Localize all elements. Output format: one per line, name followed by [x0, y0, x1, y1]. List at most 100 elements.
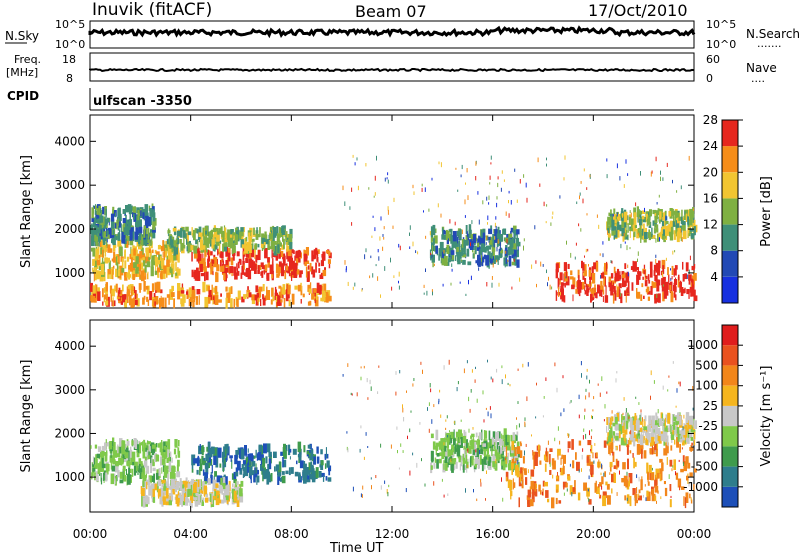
- power-cell: [220, 293, 222, 297]
- power-speckle: [461, 164, 463, 170]
- power-speckle: [552, 211, 554, 215]
- velocity-cell: [446, 433, 450, 443]
- velocity-cell: [158, 468, 161, 477]
- velocity-cell: [607, 432, 610, 439]
- power-colorbar-label: 24: [703, 139, 718, 153]
- velocity-cell: [532, 490, 536, 496]
- velocity-cell: [297, 441, 302, 452]
- velocity-cell: [290, 467, 294, 474]
- velocity-cell: [242, 473, 244, 478]
- power-speckle: [680, 185, 682, 190]
- velocity-cell: [242, 460, 246, 466]
- velocity-cell: [253, 455, 256, 459]
- power-cell: [510, 227, 514, 233]
- power-speckle: [629, 247, 631, 250]
- power-cell: [173, 240, 177, 247]
- power-speckle: [600, 275, 602, 279]
- velocity-speckle: [485, 407, 487, 410]
- velocity-cell: [666, 457, 668, 465]
- velocity-cell: [116, 446, 121, 458]
- velocity-speckle: [431, 419, 433, 424]
- power-speckle: [437, 203, 439, 208]
- velocity-speckle: [456, 387, 458, 392]
- velocity-cell: [592, 452, 594, 459]
- velocity-cell: [443, 460, 445, 470]
- power-cell: [688, 289, 690, 299]
- power-cell: [248, 292, 252, 298]
- velocity-cell: [507, 479, 511, 488]
- power-cell: [613, 226, 618, 238]
- velocity-speckle: [501, 379, 503, 385]
- velocity-cell: [130, 476, 132, 483]
- velocity-cell: [607, 495, 611, 505]
- power-cell: [186, 238, 188, 245]
- velocity-speckle: [496, 368, 498, 373]
- power-cell: [117, 240, 120, 247]
- power-speckle: [548, 276, 549, 281]
- power-cell: [307, 301, 311, 306]
- power-cell: [192, 299, 195, 308]
- power-cell: [676, 220, 680, 229]
- velocity-cell: [167, 473, 169, 485]
- velocity-speckle: [520, 481, 522, 484]
- power-cell: [473, 250, 475, 258]
- power-cell: [462, 259, 466, 265]
- velocity-cell: [95, 471, 99, 475]
- velocity-colorbar-segment: [722, 426, 738, 447]
- power-cell: [632, 260, 634, 272]
- velocity-cell: [137, 465, 139, 475]
- power-cell: [129, 253, 132, 260]
- velocity-cell: [624, 420, 629, 429]
- power-cell: [200, 272, 205, 277]
- power-speckle: [629, 210, 631, 214]
- velocity-speckle: [492, 378, 494, 383]
- velocity-speckle: [615, 378, 617, 383]
- velocity-cell: [562, 465, 565, 475]
- velocity-cell: [484, 454, 487, 458]
- power-cell: [269, 233, 273, 240]
- power-speckle: [470, 242, 471, 247]
- velocity-cell: [672, 414, 674, 425]
- velocity-cell: [148, 475, 152, 484]
- velocity-cell: [151, 488, 153, 499]
- power-cell: [177, 283, 181, 291]
- power-cell: [220, 226, 223, 235]
- velocity-cell: [151, 442, 155, 447]
- power-cell: [251, 299, 255, 305]
- power-cell: [271, 249, 273, 259]
- power-cell: [480, 244, 483, 250]
- velocity-speckle: [517, 460, 519, 464]
- velocity-cell: [222, 482, 225, 489]
- velocity-cell: [610, 448, 614, 454]
- velocity-speckle: [402, 407, 404, 413]
- power-speckle: [655, 254, 657, 258]
- velocity-cell: [470, 439, 475, 450]
- velocity-cell: [673, 414, 674, 422]
- power-cell: [480, 229, 483, 238]
- velocity-cell: [253, 474, 256, 483]
- velocity-cell: [250, 465, 253, 470]
- power-cell: [618, 289, 621, 299]
- freq-tick-top: 18: [62, 53, 76, 66]
- velocity-speckle: [638, 493, 640, 498]
- power-cell: [610, 273, 614, 279]
- velocity-cell: [235, 450, 239, 458]
- power-cell: [680, 280, 682, 290]
- velocity-cell: [109, 441, 113, 450]
- power-speckle: [627, 264, 629, 268]
- power-cell: [265, 239, 269, 245]
- power-cell: [296, 269, 300, 275]
- velocity-speckle: [601, 376, 603, 382]
- velocity-cell: [171, 478, 175, 488]
- velocity-cell: [439, 452, 443, 457]
- velocity-speckle: [430, 388, 432, 393]
- velocity-cell: [638, 417, 642, 423]
- power-cell: [637, 228, 640, 235]
- velocity-cell: [569, 485, 573, 495]
- power-cell: [291, 271, 295, 276]
- power-cell: [558, 286, 560, 297]
- power-cell: [652, 209, 657, 215]
- velocity-speckle: [507, 382, 509, 386]
- velocity-cell: [159, 495, 163, 505]
- power-cell: [107, 217, 110, 223]
